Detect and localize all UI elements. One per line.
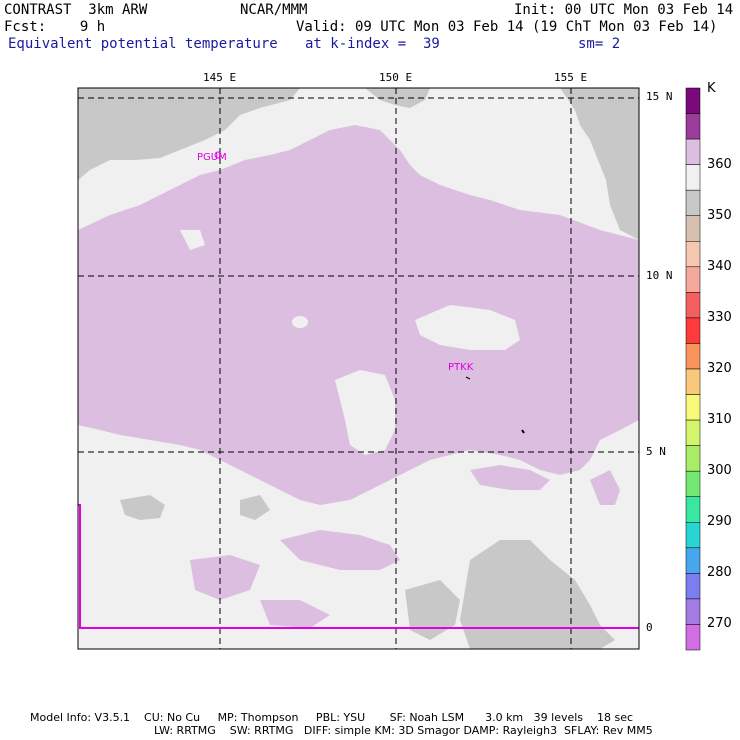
clear-holes bbox=[180, 230, 520, 455]
hole-3 bbox=[180, 230, 205, 250]
hole-2 bbox=[335, 370, 395, 455]
lavender-regions bbox=[78, 125, 639, 628]
gray-region-center-top bbox=[365, 88, 430, 108]
map-frame bbox=[77, 87, 640, 650]
gray-region-sw2 bbox=[240, 495, 270, 520]
lat-label-15n: 15 N bbox=[646, 90, 673, 103]
colorbar-level-label: 290 bbox=[707, 514, 732, 530]
hole-6 bbox=[344, 405, 356, 415]
hole-1 bbox=[415, 305, 520, 350]
colorbar-level-label: 360 bbox=[707, 156, 732, 172]
valid-time: Valid: 09 UTC Mon 03 Feb 14 (19 ChT Mon … bbox=[296, 19, 718, 35]
k-index-label: at k-index = 39 bbox=[305, 36, 440, 52]
institution-label: NCAR/MMM bbox=[240, 2, 308, 18]
field-name: Equivalent potential temperature bbox=[8, 36, 278, 52]
lat-label-0: 0 bbox=[646, 621, 653, 634]
init-time: Init: 00 UTC Mon 03 Feb 14 bbox=[514, 2, 734, 18]
model-info-line1: Model Info: V3.5.1 CU: No Cu MP: Thompso… bbox=[30, 711, 634, 724]
lavender-region-south1 bbox=[280, 530, 400, 570]
gray-region-nw bbox=[78, 88, 300, 180]
lat-label-10n: 10 N bbox=[646, 269, 673, 282]
hole-5 bbox=[346, 373, 364, 387]
magenta-contour bbox=[78, 504, 639, 629]
gray-islet-2 bbox=[202, 94, 222, 106]
station-label-ptkk: PTKK bbox=[448, 362, 474, 373]
islet-mark bbox=[521, 429, 525, 434]
lavender-region-se bbox=[590, 470, 620, 505]
gray-region-sw bbox=[120, 495, 165, 520]
colorbar-level-label: 310 bbox=[707, 412, 732, 428]
model-info-line2: LW: RRTMG SW: RRTMG DIFF: simple KM: 3D … bbox=[154, 724, 653, 737]
gray-regions bbox=[78, 88, 639, 649]
gray-region-south bbox=[405, 580, 460, 640]
lon-label-155e: 155 E bbox=[554, 71, 588, 84]
gray-region-ne bbox=[560, 88, 639, 240]
graticule bbox=[78, 88, 639, 649]
lat-label-5n: 5 N bbox=[646, 445, 666, 458]
colorbar-level-label: 350 bbox=[707, 207, 732, 223]
forecast-hour: Fcst: 9 h bbox=[4, 19, 106, 35]
colorbar-level-label: 320 bbox=[707, 361, 732, 376]
colorbar-level-label: 340 bbox=[707, 258, 732, 274]
hole-4 bbox=[292, 316, 308, 328]
lavender-region-south2 bbox=[190, 555, 260, 600]
model-title: CONTRAST 3km ARW bbox=[4, 2, 148, 18]
lavender-region-main bbox=[78, 125, 639, 505]
lavender-region-south4 bbox=[470, 465, 550, 490]
station-marker-ptkk bbox=[465, 376, 471, 380]
station-marker-pgum bbox=[214, 151, 222, 159]
lon-label-150e: 150 E bbox=[379, 71, 413, 84]
colorbar-level-label: 270 bbox=[707, 616, 732, 632]
station-label-pgum: PGUM bbox=[197, 152, 227, 163]
colorbar-level-label: 280 bbox=[707, 565, 732, 581]
lon-label-145e: 145 E bbox=[203, 71, 237, 84]
smoothing-label: sm= 2 bbox=[578, 36, 621, 52]
colorbar-unit: K bbox=[707, 81, 716, 96]
lavender-region-south3 bbox=[260, 600, 330, 628]
colorbar-level-label: 330 bbox=[707, 309, 732, 325]
gray-region-se bbox=[460, 540, 615, 649]
colorbar-level-label: 300 bbox=[707, 463, 732, 479]
